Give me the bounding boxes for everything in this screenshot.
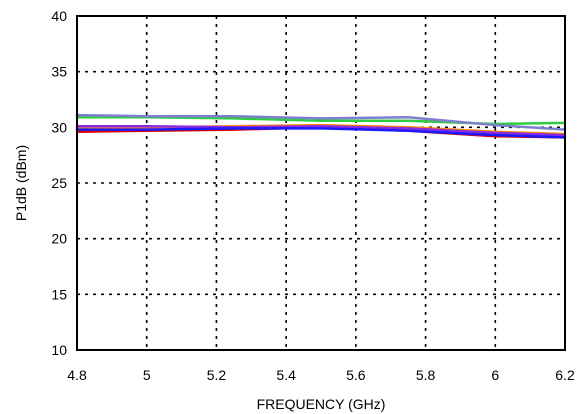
x-tick-label: 5.2 [207, 367, 227, 383]
y-tick-label: 15 [51, 286, 67, 302]
x-tick-label: 5.8 [416, 367, 436, 383]
x-axis-title: FREQUENCY (GHz) [257, 396, 386, 412]
x-tick-label: 5 [143, 367, 151, 383]
series-line-6 [75, 127, 567, 139]
series-lines [75, 113, 567, 139]
x-tick-label: 6 [491, 367, 499, 383]
x-tick-label: 4.8 [67, 367, 87, 383]
y-tick-label: 35 [51, 64, 67, 80]
series-line-2 [75, 113, 567, 131]
series-line-5 [75, 124, 567, 137]
x-tick-label: 5.4 [276, 367, 296, 383]
y-tick-label: 30 [51, 119, 67, 135]
plot-frame [76, 15, 566, 351]
y-tick-labels: 10 15 20 25 30 35 40 [51, 8, 67, 358]
x-tick-label: 6.2 [555, 367, 575, 383]
y-tick-label: 10 [51, 342, 67, 358]
y-axis-title: P1dB (dBm) [13, 145, 29, 221]
gridlines [77, 16, 565, 350]
x-tick-labels: 4.8 5 5.2 5.4 5.6 5.8 6 6.2 [67, 367, 575, 383]
y-tick-label: 40 [51, 8, 67, 24]
x-tick-label: 5.6 [346, 367, 366, 383]
y-tick-label: 25 [51, 175, 67, 191]
y-tick-label: 20 [51, 231, 67, 247]
